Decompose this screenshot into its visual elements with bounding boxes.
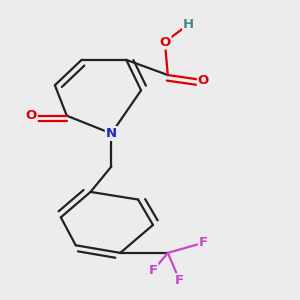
Text: N: N (106, 127, 117, 140)
Text: H: H (183, 18, 194, 31)
Text: F: F (148, 264, 158, 277)
Text: O: O (159, 35, 170, 49)
Text: O: O (26, 109, 37, 122)
Text: F: F (175, 274, 184, 287)
Text: F: F (199, 236, 208, 249)
Text: O: O (198, 74, 209, 87)
